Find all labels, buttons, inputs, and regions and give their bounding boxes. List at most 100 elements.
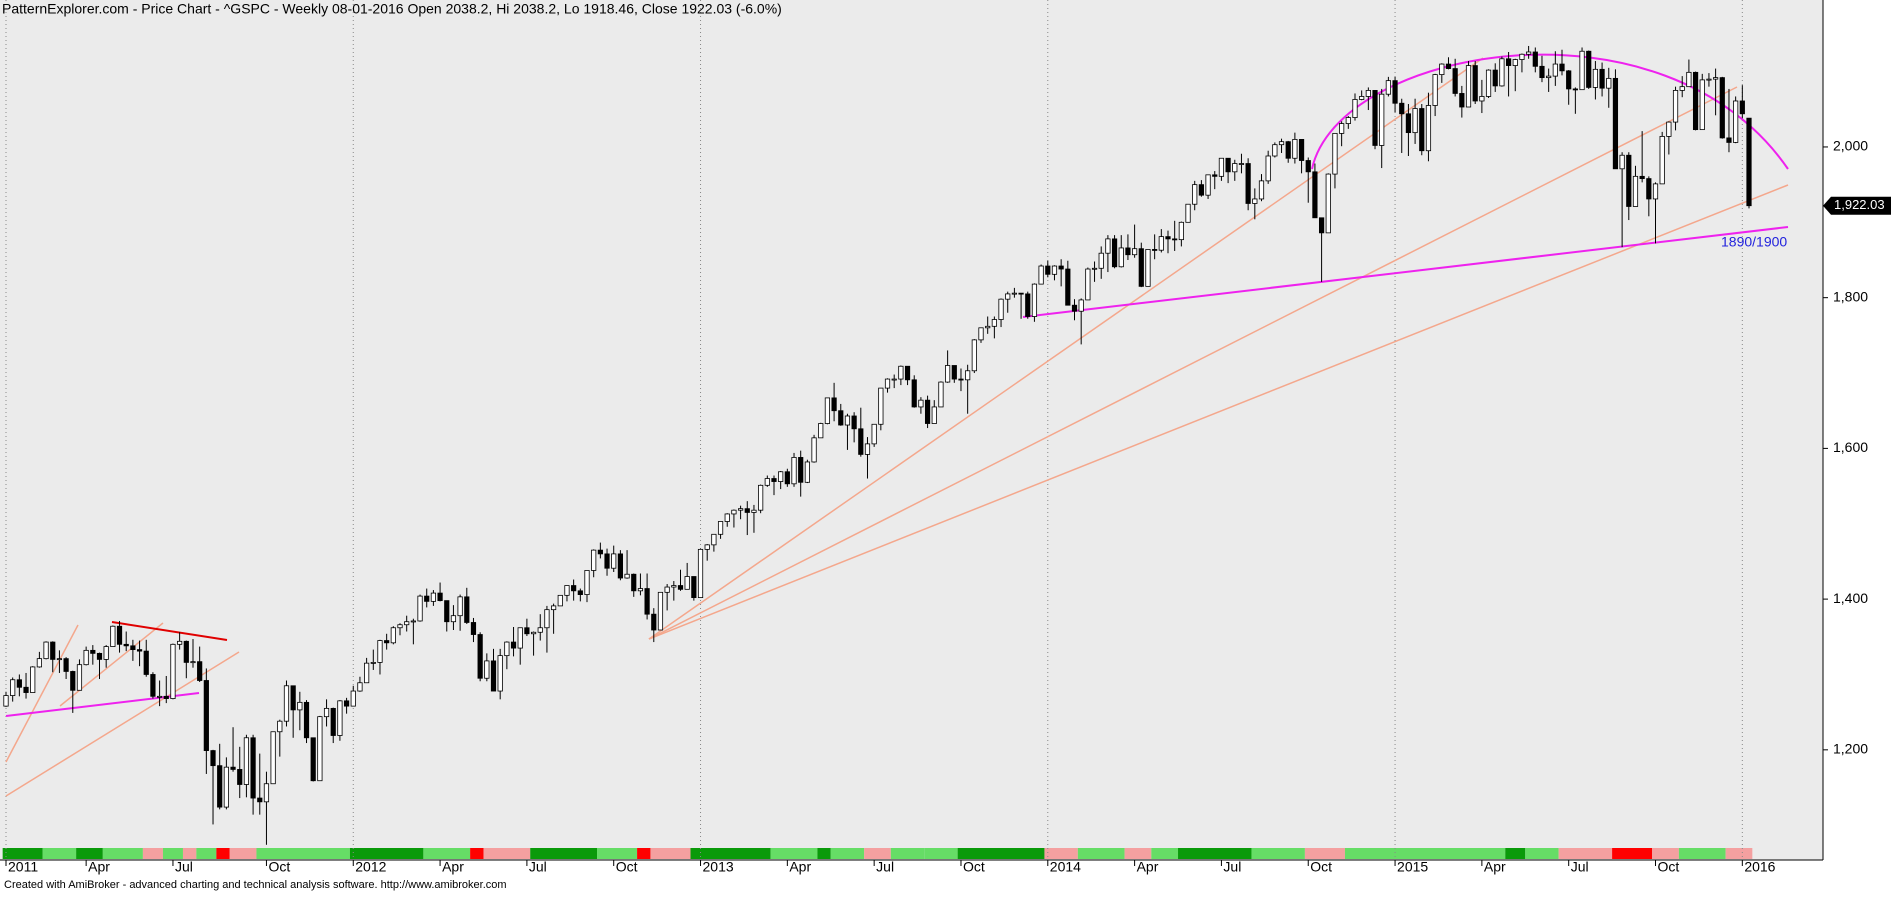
- candle-body: [1672, 90, 1679, 123]
- candle-body: [717, 521, 724, 535]
- signal-strip: [1304, 848, 1345, 859]
- candle-body: [170, 643, 176, 699]
- candle-body: [758, 484, 764, 511]
- candle-body: [1399, 102, 1405, 115]
- candle-body: [1305, 160, 1311, 173]
- candle-body: [1178, 221, 1184, 241]
- candle-body: [1439, 63, 1445, 76]
- signal-strip: [162, 848, 183, 859]
- candle-body: [3, 695, 9, 707]
- candle-body: [544, 609, 550, 629]
- candle-body: [484, 660, 490, 679]
- candle-body: [1332, 132, 1338, 175]
- candle-body: [1385, 80, 1391, 95]
- candle-body: [1452, 68, 1458, 94]
- candle-body: [303, 701, 310, 739]
- candle-body: [931, 406, 937, 424]
- signal-strip: [423, 848, 471, 859]
- candle-body: [23, 686, 29, 693]
- candle-body: [824, 397, 831, 424]
- candle-body: [237, 769, 243, 785]
- candle-body: [430, 592, 437, 602]
- candle-body: [564, 585, 570, 596]
- candle-body: [1713, 77, 1719, 80]
- candle-body: [490, 660, 497, 692]
- candle-body: [1352, 99, 1358, 118]
- candle-body: [1719, 77, 1725, 139]
- candle-body: [1011, 292, 1018, 295]
- candle-body: [123, 643, 129, 647]
- candle-body: [56, 658, 63, 661]
- signal-strip: [890, 848, 925, 859]
- candle-body: [1612, 77, 1619, 170]
- candle-body: [136, 649, 143, 652]
- candle-body: [297, 701, 303, 711]
- candle-body: [1238, 163, 1245, 165]
- candle-body: [898, 365, 904, 380]
- signal-strip: [864, 848, 891, 859]
- candle-body: [1085, 268, 1091, 301]
- candle-body: [1532, 51, 1538, 67]
- candle-body: [10, 679, 16, 696]
- plot-background: [0, 0, 1823, 860]
- candle-body: [1045, 265, 1051, 275]
- candle-body: [203, 680, 209, 751]
- candle-body: [724, 513, 730, 522]
- candle-body: [390, 627, 396, 644]
- candle-body: [965, 370, 971, 381]
- candle-body: [1679, 86, 1685, 91]
- candle-body: [1459, 93, 1465, 108]
- candle-body: [1145, 249, 1151, 287]
- candle-body: [1539, 65, 1545, 79]
- candle-body: [217, 765, 223, 808]
- candle-body: [597, 549, 603, 555]
- candle-body: [851, 415, 857, 430]
- candle-body: [744, 508, 750, 513]
- candle-body: [871, 423, 877, 445]
- axes: 1,200 1,400 1,600 1,800 2,000 2011 Apr Jul Oct 20…: [0, 0, 1891, 875]
- candle-body: [1499, 58, 1505, 87]
- candle-body: [343, 700, 350, 707]
- candle-body: [1212, 174, 1218, 177]
- x-tick-label: Apr: [1484, 859, 1506, 875]
- candle-body: [1098, 252, 1104, 269]
- candle-body: [1706, 78, 1712, 81]
- x-tick-label: Jul: [1571, 859, 1589, 875]
- candle-body: [1432, 74, 1438, 106]
- candle-body: [210, 750, 216, 767]
- annotation: 1890/1900: [1721, 234, 1787, 250]
- candle-body: [617, 553, 623, 579]
- signal-strip: [1725, 848, 1753, 859]
- candle-body: [677, 585, 684, 590]
- candle-body: [1566, 70, 1572, 90]
- candle-body: [1185, 203, 1191, 223]
- signal-strip: [817, 848, 831, 859]
- candle-body: [143, 650, 149, 675]
- candle-body: [891, 378, 897, 381]
- candle-body: [1699, 79, 1705, 131]
- candle-body: [985, 325, 991, 329]
- x-tick-label: Apr: [1137, 859, 1159, 875]
- signal-strip: [483, 848, 531, 859]
- candle-body: [1479, 96, 1485, 102]
- candle-body: [317, 716, 323, 782]
- signal-strip: [470, 848, 484, 859]
- candle-body: [624, 573, 630, 579]
- trend-line: [59, 622, 164, 707]
- signal-strip: [1652, 848, 1679, 859]
- candle-body: [1419, 108, 1425, 152]
- candle-body: [370, 662, 376, 664]
- x-tick-label: 2011: [8, 859, 38, 875]
- candle-body: [1038, 265, 1044, 285]
- candle-body: [450, 615, 457, 623]
- candle-body: [1292, 139, 1298, 159]
- candle-body: [1158, 236, 1164, 251]
- candle-body: [1405, 113, 1412, 134]
- chart-title: PatternExplorer.com - Price Chart - ^GSP…: [2, 1, 782, 17]
- candle-body: [811, 437, 817, 463]
- candle-body: [497, 655, 503, 692]
- candle-body: [858, 428, 864, 455]
- signal-strip: [76, 848, 103, 859]
- candle-body: [110, 625, 116, 647]
- candle-body: [250, 737, 256, 799]
